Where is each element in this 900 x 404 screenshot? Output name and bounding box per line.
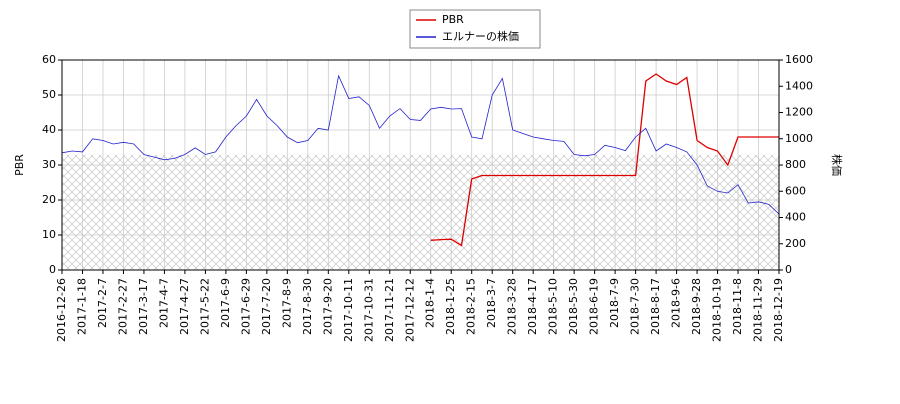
y2-tick-label: 1400 (785, 79, 813, 92)
y2-tick-label: 200 (785, 237, 806, 250)
y-tick-label: 50 (42, 88, 56, 101)
x-tick-label: 2017-3-17 (137, 278, 150, 335)
y-tick-label: 10 (42, 228, 56, 241)
y2-tick-label: 1200 (785, 106, 813, 119)
x-tick-label: 2018-9-6 (670, 278, 683, 328)
x-tick-label: 2018-9-28 (690, 278, 703, 335)
x-tick-label: 2018-11-29 (752, 278, 765, 342)
x-tick-label: 2016-12-26 (55, 278, 68, 342)
x-tick-label: 2018-12-19 (772, 278, 785, 342)
x-tick-label: 2018-1-25 (444, 278, 457, 335)
y-tick-label: 40 (42, 123, 56, 136)
x-tick-label: 2018-1-4 (424, 278, 437, 328)
x-tick-label: 2017-4-7 (157, 278, 170, 328)
y2-axis-label: 株価 (830, 154, 844, 176)
legend (409, 9, 541, 49)
y2-tick-label: 400 (785, 211, 806, 224)
x-tick-label: 2017-10-11 (342, 278, 355, 342)
x-tick-label: 2017-6-29 (239, 278, 252, 335)
x-tick-label: 2017-7-20 (260, 278, 273, 335)
x-tick-label: 2017-1-18 (75, 278, 88, 335)
x-tick-label: 2017-5-22 (198, 278, 211, 335)
legend-label: エルナーの株価 (442, 29, 519, 43)
x-tick-label: 2018-2-15 (465, 278, 478, 335)
x-tick-label: 2018-5-30 (567, 278, 580, 335)
y-tick-label: 60 (42, 53, 56, 66)
x-tick-label: 2018-8-17 (649, 278, 662, 335)
x-tick-label: 2018-11-8 (731, 278, 744, 335)
x-tick-label: 2018-4-17 (526, 278, 539, 335)
x-tick-label: 2018-6-19 (588, 278, 601, 335)
hatched-band (62, 155, 779, 270)
y2-tick-label: 1000 (785, 132, 813, 145)
series-line (61, 74, 780, 215)
x-tick-label: 2017-9-20 (321, 278, 334, 335)
x-tick-label: 2017-4-27 (178, 278, 191, 335)
x-tick-label: 2018-7-30 (629, 278, 642, 335)
x-tick-label: 2018-7-9 (608, 278, 621, 328)
x-tick-label: 2017-12-12 (403, 278, 416, 342)
y2-tick-label: 1600 (785, 53, 813, 66)
y-tick-label: 20 (42, 193, 56, 206)
x-tick-label: 2017-8-30 (301, 278, 314, 335)
x-tick-label: 2017-2-27 (116, 278, 129, 335)
x-tick-label: 2017-11-21 (383, 278, 396, 342)
x-tick-label: 2018-5-10 (547, 278, 560, 335)
y2-tick-label: 0 (785, 263, 792, 276)
x-tick-label: 2018-3-7 (485, 278, 498, 328)
x-tick-label: 2017-2-7 (96, 278, 109, 328)
y-tick-label: 30 (42, 158, 56, 171)
x-tick-label: 2017-6-9 (219, 278, 232, 328)
x-tick-label: 2018-3-28 (506, 278, 519, 335)
y2-tick-label: 600 (785, 184, 806, 197)
y2-tick-label: 800 (785, 158, 806, 171)
x-tick-label: 2017-8-9 (280, 278, 293, 328)
x-tick-label: 2018-10-19 (711, 278, 724, 342)
y-tick-label: 0 (49, 263, 56, 276)
series-line (430, 73, 779, 247)
x-tick-label: 2017-10-31 (362, 278, 375, 342)
legend-label: PBR (442, 13, 464, 26)
y-axis-label: PBR (13, 154, 26, 176)
